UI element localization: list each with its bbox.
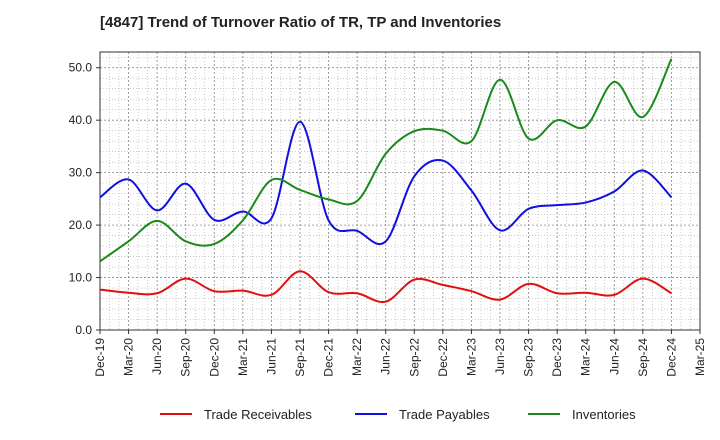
x-tick-label: Mar-22 (350, 338, 364, 376)
legend-label: Trade Receivables (204, 407, 312, 422)
x-tick-label: Mar-20 (122, 338, 136, 376)
x-tick-label: Dec-24 (664, 338, 678, 377)
x-tick-label: Mar-25 (693, 338, 707, 376)
x-tick-label: Sep-20 (179, 338, 193, 377)
y-tick-label: 0.0 (75, 323, 92, 337)
y-tick-label: 40.0 (69, 113, 93, 127)
x-tick-label: Sep-24 (636, 338, 650, 377)
x-tick-label: Dec-19 (93, 338, 107, 377)
series-line (99, 120, 673, 246)
legend-label: Inventories (572, 407, 636, 422)
x-tick-label: Sep-21 (293, 338, 307, 377)
x-tick-label: Dec-22 (436, 338, 450, 377)
x-tick-label: Jun-22 (379, 338, 393, 375)
chart-title: [4847] Trend of Turnover Ratio of TR, TP… (100, 14, 502, 31)
y-tick-label: 10.0 (69, 271, 93, 285)
x-tick-label: Mar-24 (579, 338, 593, 376)
y-tick-label: 50.0 (69, 61, 93, 75)
x-tick-label: Jun-20 (150, 338, 164, 375)
x-tick-label: Mar-23 (464, 338, 478, 376)
series-line (99, 58, 673, 263)
x-tick-label: Jun-24 (607, 338, 621, 375)
x-tick-label: Sep-23 (522, 338, 536, 377)
x-tick-label: Mar-21 (236, 338, 250, 376)
legend-label: Trade Payables (399, 407, 490, 422)
y-tick-label: 30.0 (69, 166, 93, 180)
x-tick-label: Jun-23 (493, 338, 507, 375)
y-tick-label: 20.0 (69, 218, 93, 232)
x-tick-label: Dec-21 (322, 338, 336, 377)
x-tick-label: Jun-21 (264, 338, 278, 375)
x-tick-label: Sep-22 (407, 338, 421, 377)
series-line (99, 270, 672, 304)
x-tick-label: Dec-20 (207, 338, 221, 377)
x-tick-label: Dec-23 (550, 338, 564, 377)
plot-frame (99, 51, 701, 331)
